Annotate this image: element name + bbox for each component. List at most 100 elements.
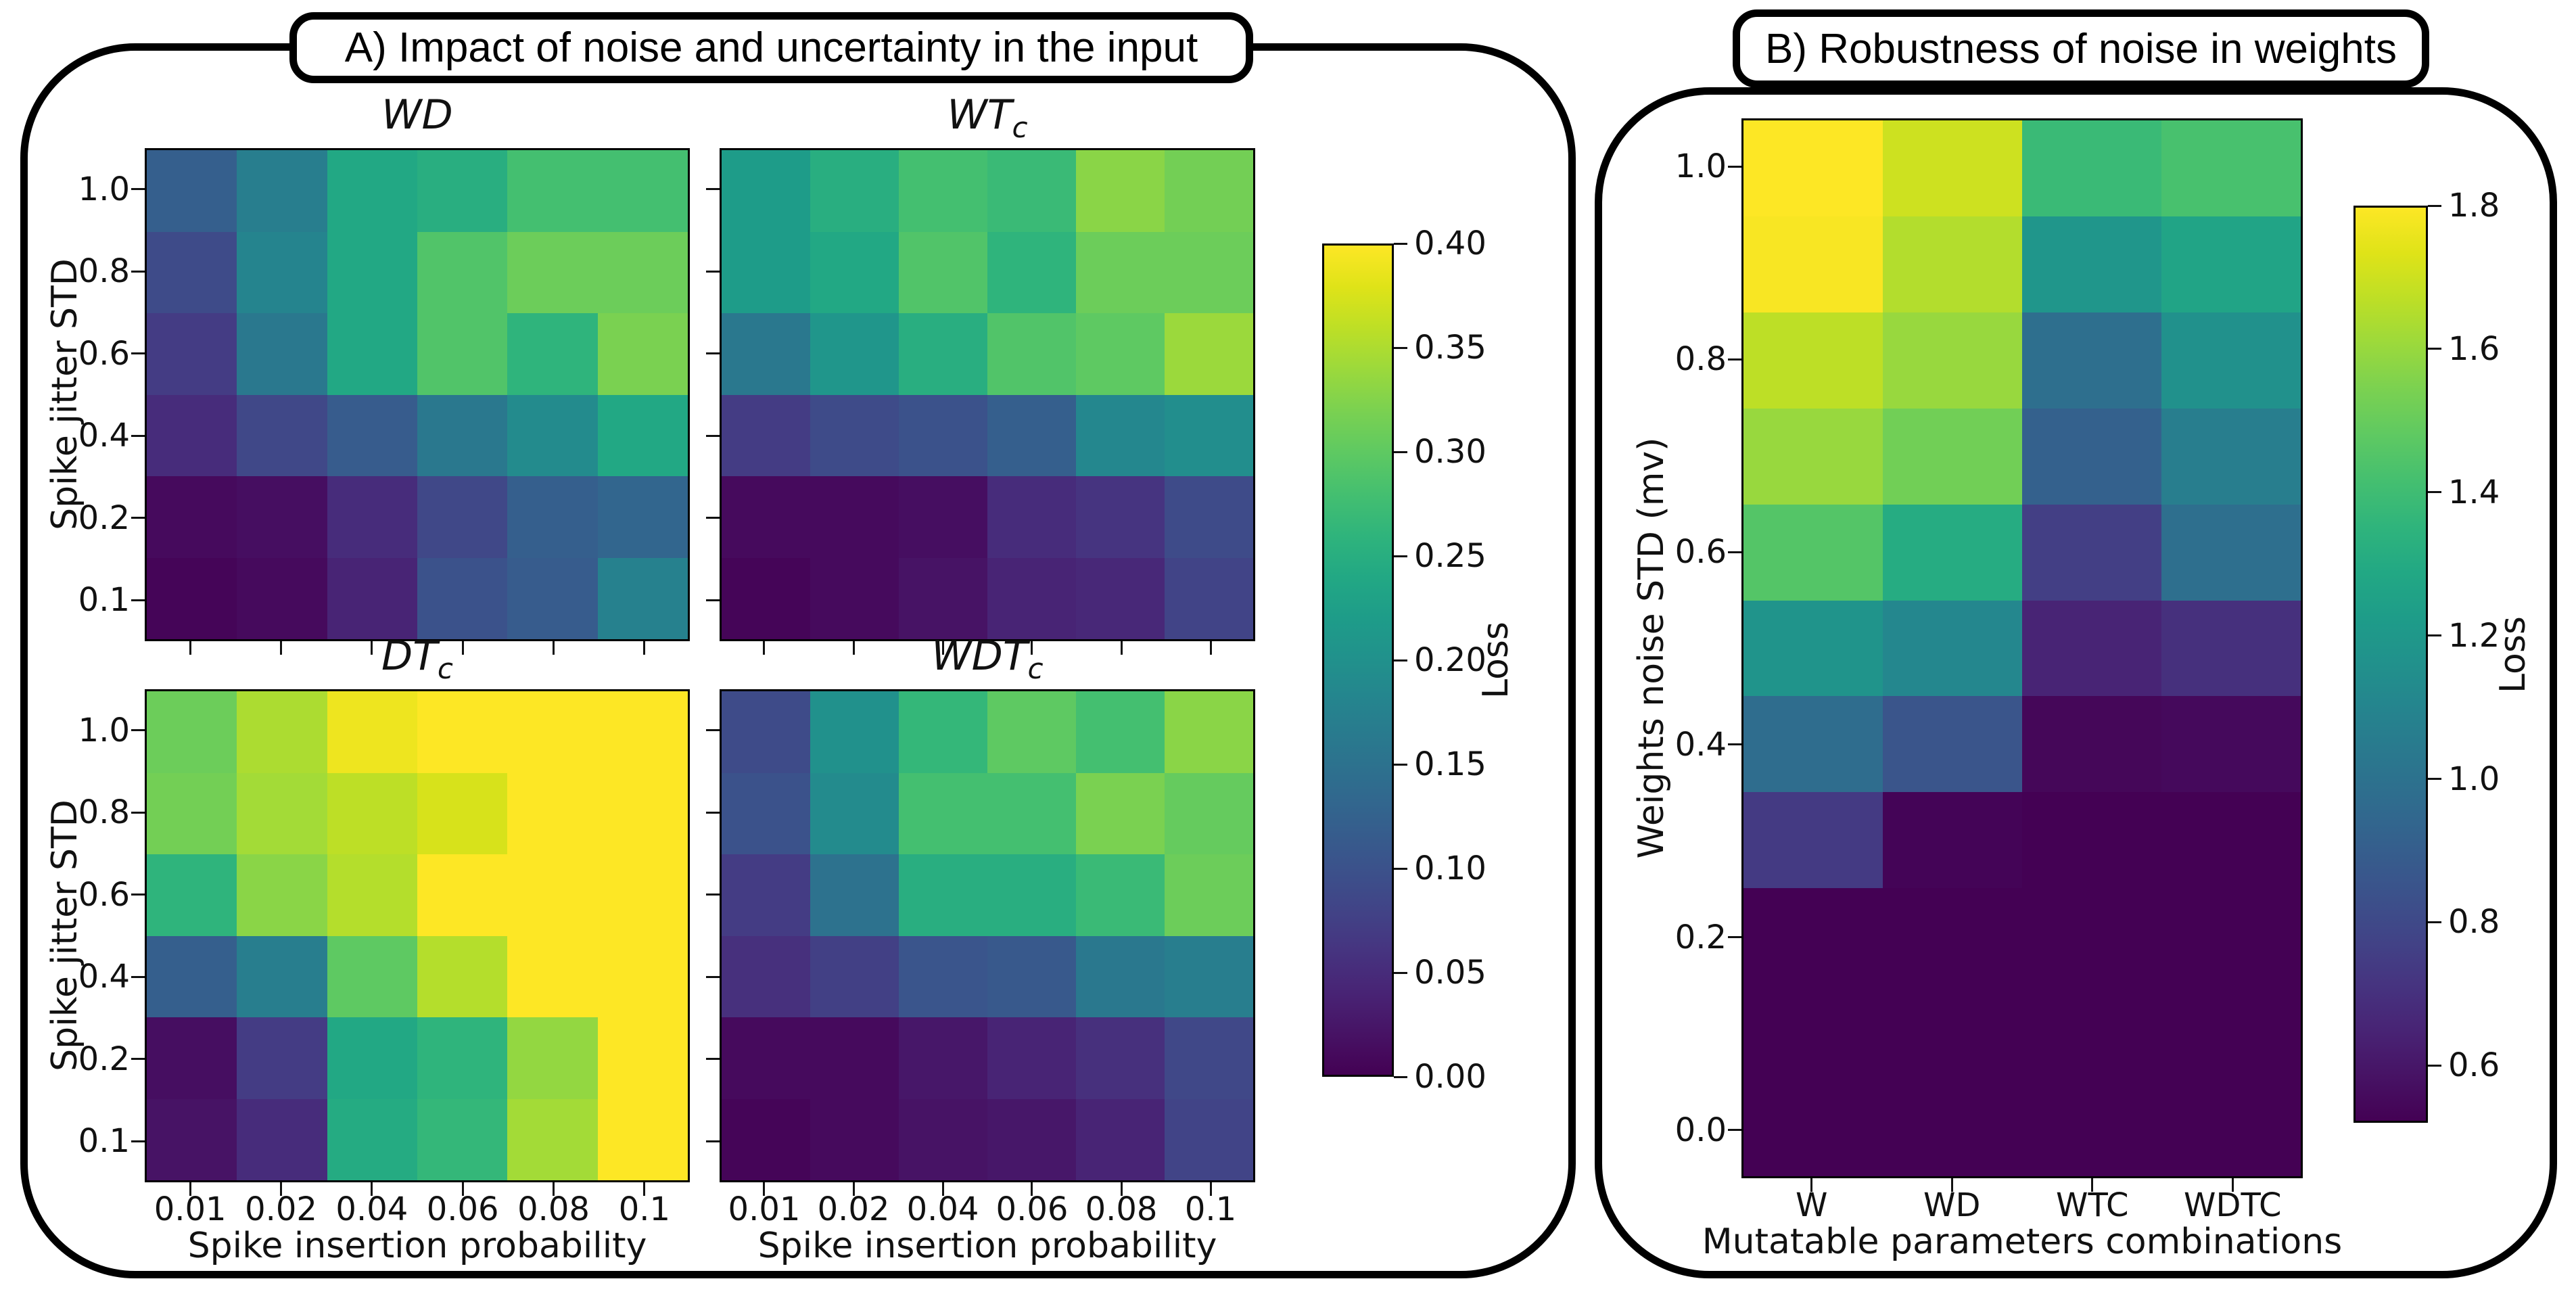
heatmap-row bbox=[147, 476, 688, 558]
x-tick-mark bbox=[1031, 1182, 1033, 1196]
y-tick-mark bbox=[706, 188, 720, 191]
y-tick-label: 0.4 bbox=[78, 958, 130, 996]
colorbar-tick-label: 0.10 bbox=[1414, 850, 1486, 887]
heatmap-cell bbox=[237, 394, 327, 476]
heatmap-cell bbox=[327, 231, 417, 313]
heatmap-cell bbox=[1883, 984, 2022, 1081]
heatmap-cell bbox=[417, 557, 508, 639]
heatmap-row bbox=[722, 1098, 1253, 1180]
heatmap-cell bbox=[899, 691, 987, 773]
heatmap-cell bbox=[1076, 854, 1165, 936]
heatmap-cell bbox=[987, 935, 1076, 1017]
y-tick-mark bbox=[131, 893, 145, 896]
heatmap-cell bbox=[237, 854, 327, 936]
y-tick-mark bbox=[706, 1058, 720, 1061]
heatmap-cell bbox=[810, 394, 899, 476]
x-tick-mark bbox=[461, 1182, 464, 1196]
heatmap-cell bbox=[597, 1098, 688, 1180]
xlabel-mutatable-parameters: Mutatable parameters combinations bbox=[1702, 1222, 2343, 1262]
y-tick-label: 0.2 bbox=[1675, 918, 1727, 956]
heatmap-cell bbox=[507, 150, 598, 232]
heatmap-cell bbox=[1883, 792, 2022, 889]
heatmap-cell bbox=[987, 150, 1076, 232]
subplot-title-dtc-sub: c bbox=[437, 652, 453, 685]
heatmap-cell bbox=[987, 854, 1076, 936]
y-tick-label: 0.6 bbox=[78, 334, 130, 373]
subplot-title-wd: WD bbox=[381, 91, 453, 144]
heatmap-cell bbox=[417, 150, 508, 232]
heatmap-row bbox=[1743, 504, 2301, 601]
x-tick-mark bbox=[1209, 1182, 1212, 1196]
heatmap-cell bbox=[722, 1098, 810, 1180]
heatmap-cell bbox=[1165, 150, 1253, 232]
colorbar-tick-label: 0.00 bbox=[1414, 1058, 1486, 1096]
x-tick-mark bbox=[2231, 1178, 2234, 1192]
colorbar-tick-label: 1.8 bbox=[2448, 187, 2500, 225]
heatmap-cell bbox=[810, 935, 899, 1017]
y-tick-mark bbox=[706, 599, 720, 601]
y-tick-label: 0.8 bbox=[1675, 340, 1727, 379]
heatmap-cell bbox=[810, 557, 899, 639]
x-tick-mark bbox=[553, 1182, 555, 1196]
heatmap-cell bbox=[2022, 984, 2161, 1081]
colorbar-tick-mark bbox=[1394, 763, 1407, 766]
colorbar-tick-label: 0.05 bbox=[1414, 954, 1486, 992]
x-tick-mark bbox=[1031, 641, 1033, 655]
heatmap-cell bbox=[507, 935, 598, 1017]
heatmap-cell bbox=[987, 231, 1076, 313]
heatmap-cell bbox=[987, 476, 1076, 558]
heatmap-cell bbox=[2022, 792, 2161, 889]
heatmap-cell bbox=[507, 557, 598, 639]
heatmap-cell bbox=[722, 1017, 810, 1099]
heatmap-cell bbox=[1165, 691, 1253, 773]
heatmap-cell bbox=[237, 557, 327, 639]
y-tick-mark bbox=[131, 352, 145, 355]
y-tick-mark bbox=[706, 352, 720, 355]
x-tick-mark bbox=[1810, 1178, 1813, 1192]
heatmap-cell bbox=[2161, 120, 2301, 216]
x-tick-mark bbox=[1950, 1178, 1953, 1192]
x-tick-mark bbox=[2091, 1178, 2094, 1192]
y-tick-label: 1.0 bbox=[1675, 147, 1727, 186]
heatmap-cell bbox=[899, 854, 987, 936]
x-tick-label: 0.01 bbox=[728, 1190, 801, 1228]
heatmap-cell bbox=[1165, 1017, 1253, 1099]
y-tick-mark bbox=[1728, 551, 1741, 553]
heatmap-cell bbox=[810, 150, 899, 232]
heatmap-cell bbox=[2161, 792, 2301, 889]
colorbar-tick-mark bbox=[1394, 971, 1407, 974]
heatmap-weights-robustness bbox=[1741, 118, 2303, 1178]
colorbar-tick-mark bbox=[1394, 346, 1407, 349]
y-tick-label: 0.8 bbox=[78, 793, 130, 832]
heatmap-row bbox=[1743, 984, 2301, 1081]
y-tick-mark bbox=[131, 729, 145, 732]
heatmap-cell bbox=[1165, 476, 1253, 558]
heatmap-dtc bbox=[145, 689, 690, 1182]
heatmap-cell bbox=[597, 231, 688, 313]
panel-b-box bbox=[1595, 87, 2557, 1278]
heatmap-wtc bbox=[720, 148, 1255, 641]
heatmap-cell bbox=[2161, 504, 2301, 601]
heatmap-cell bbox=[1743, 408, 1883, 505]
heatmap-cell bbox=[1165, 394, 1253, 476]
heatmap-cell bbox=[507, 1098, 598, 1180]
heatmap-cell bbox=[1076, 313, 1165, 395]
x-tick-mark bbox=[280, 641, 282, 655]
colorbar-tick-mark bbox=[2428, 921, 2441, 923]
heatmap-row bbox=[722, 150, 1253, 232]
subplot-title-dtc: DTc bbox=[381, 632, 453, 685]
heatmap-cell bbox=[237, 1017, 327, 1099]
heatmap-cell bbox=[327, 935, 417, 1017]
heatmap-cell bbox=[327, 313, 417, 395]
x-tick-label: 0.08 bbox=[1085, 1190, 1158, 1228]
heatmap-cell bbox=[2161, 984, 2301, 1081]
heatmap-cell bbox=[237, 150, 327, 232]
x-tick-label: W bbox=[1796, 1186, 1828, 1224]
heatmap-cell bbox=[810, 1017, 899, 1099]
heatmap-cell bbox=[899, 772, 987, 854]
colorbar-tick-label: 0.30 bbox=[1414, 433, 1486, 471]
heatmap-cell bbox=[810, 691, 899, 773]
heatmap-cell bbox=[1076, 772, 1165, 854]
heatmap-cell bbox=[1165, 1098, 1253, 1180]
heatmap-row bbox=[1743, 888, 2301, 985]
